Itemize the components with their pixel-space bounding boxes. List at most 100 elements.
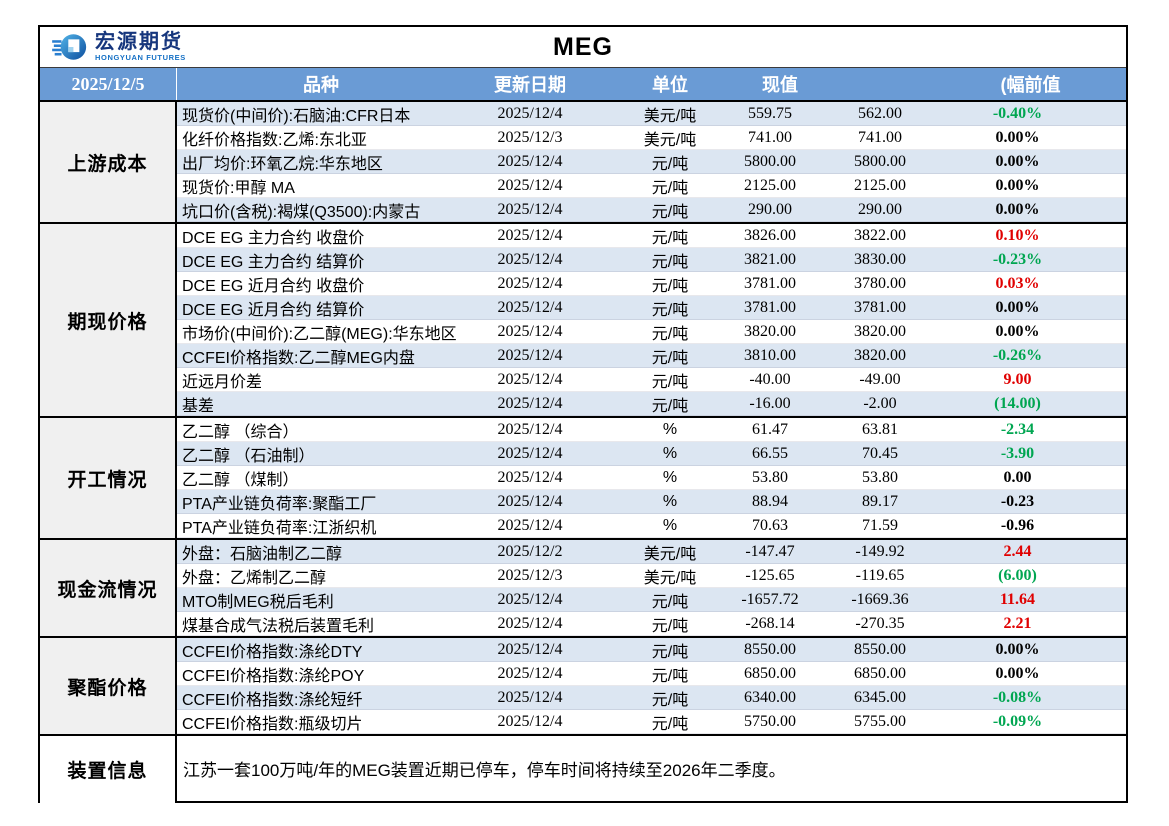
table-row: DCE EG 近月合约 收盘价 2025/12/4 元/吨 3781.00 37… [177, 272, 1126, 296]
variety-cell: 坑口价(含税):褐煤(Q3500):内蒙古 [182, 204, 421, 221]
update-date-cell: 2025/12/4 [497, 469, 563, 486]
current-value-cell: 3781.00 [744, 299, 796, 316]
previous-value-cell: 89.17 [862, 493, 898, 510]
variety-cell: 外盘：石脑油制乙二醇 [182, 546, 343, 563]
update-date-cell: 2025/12/4 [497, 347, 563, 364]
unit-cell: 美元/吨 [643, 132, 697, 149]
change-cell: 0.00% [995, 177, 1040, 194]
previous-value-cell: 6850.00 [854, 665, 906, 682]
previous-value-cell: -270.35 [855, 615, 905, 632]
current-value-cell: 66.55 [752, 445, 788, 462]
previous-value-cell: 70.45 [862, 445, 898, 462]
variety-cell: CCFEI价格指数:涤纶DTY [182, 644, 363, 661]
column-header-variety: 品种 [303, 75, 339, 95]
table-row: 现货价:甲醇 MA 2025/12/4 元/吨 2125.00 2125.00 … [177, 174, 1126, 198]
report-sheet: 宏源期货 HONGYUAN FUTURES MEG 2025/12/5 品种 更… [38, 25, 1128, 803]
current-value-cell: 53.80 [752, 469, 788, 486]
update-date-cell: 2025/12/4 [497, 517, 563, 534]
current-value-cell: -125.65 [745, 567, 795, 584]
section-rows: 乙二醇 （综合） 2025/12/4 % 61.47 63.81 -2.34 乙… [177, 418, 1126, 538]
table-row: CCFEI价格指数:涤纶POY 2025/12/4 元/吨 6850.00 68… [177, 662, 1126, 686]
table-row: 市场价(中间价):乙二醇(MEG):华东地区 2025/12/4 元/吨 382… [177, 320, 1126, 344]
previous-value-cell: 3822.00 [854, 227, 906, 244]
change-cell: 2.44 [1003, 543, 1032, 560]
brand-subtitle: HONGYUAN FUTURES [95, 53, 186, 63]
unit-cell: 元/吨 [651, 180, 689, 197]
variety-cell: CCFEI价格指数:乙二醇MEG内盘 [182, 350, 415, 367]
unit-cell: 元/吨 [651, 668, 689, 685]
change-cell: (14.00) [994, 395, 1041, 412]
table-row: 乙二醇 （石油制） 2025/12/4 % 66.55 70.45 -3.90 [177, 442, 1126, 466]
page-title: MEG [553, 32, 613, 61]
current-value-cell: 6850.00 [744, 665, 796, 682]
current-value-cell: 290.00 [748, 201, 792, 218]
section-rows: CCFEI价格指数:涤纶DTY 2025/12/4 元/吨 8550.00 85… [177, 638, 1126, 734]
table-section: 开工情况 乙二醇 （综合） 2025/12/4 % 61.47 63.81 -2… [40, 416, 1126, 538]
table-row: 基差 2025/12/4 元/吨 -16.00 -2.00 (14.00) [177, 392, 1126, 416]
change-cell: -0.08% [992, 689, 1043, 706]
change-cell: (6.00) [998, 567, 1037, 584]
report-date-cell: 2025/12/5 [40, 68, 177, 100]
previous-value-cell: 290.00 [858, 201, 902, 218]
column-header-update-date: 更新日期 [494, 75, 566, 95]
section-rows: 外盘：石脑油制乙二醇 2025/12/2 美元/吨 -147.47 -149.9… [177, 540, 1126, 636]
variety-cell: PTA产业链负荷率:聚酯工厂 [182, 496, 377, 513]
unit-cell: 美元/吨 [643, 570, 697, 587]
variety-cell: 市场价(中间价):乙二醇(MEG):华东地区 [182, 326, 457, 343]
previous-value-cell: 53.80 [862, 469, 898, 486]
brand-name: 宏源期货 [95, 31, 183, 54]
update-date-cell: 2025/12/4 [497, 591, 563, 608]
variety-cell: PTA产业链负荷率:江浙织机 [182, 520, 377, 537]
variety-cell: DCE EG 近月合约 收盘价 [182, 278, 365, 295]
unit-cell: 元/吨 [651, 350, 689, 367]
unit-cell: 元/吨 [651, 302, 689, 319]
change-cell: 0.00% [995, 323, 1040, 340]
update-date-cell: 2025/12/4 [497, 227, 563, 244]
update-date-cell: 2025/12/4 [497, 641, 563, 658]
table-row: 坑口价(含税):褐煤(Q3500):内蒙古 2025/12/4 元/吨 290.… [177, 198, 1126, 222]
table-row: 乙二醇 （煤制） 2025/12/4 % 53.80 53.80 0.00 [177, 466, 1126, 490]
previous-value-cell: 5800.00 [854, 153, 906, 170]
variety-cell: CCFEI价格指数:瓶级切片 [182, 716, 363, 733]
previous-value-cell: -149.92 [855, 543, 905, 560]
current-value-cell: 5750.00 [744, 713, 796, 730]
change-cell: -2.34 [1000, 421, 1035, 438]
section-label: 现金流情况 [40, 540, 177, 636]
change-cell: -0.40% [992, 105, 1043, 122]
update-date-cell: 2025/12/4 [497, 299, 563, 316]
section-label: 装置信息 [40, 736, 177, 803]
unit-cell: 美元/吨 [643, 546, 697, 563]
variety-cell: 乙二醇 （煤制） [182, 472, 299, 489]
update-date-cell: 2025/12/4 [497, 421, 563, 438]
update-date-cell: 2025/12/4 [497, 445, 563, 462]
column-header-current: 现值 [762, 75, 798, 95]
unit-cell: 元/吨 [651, 618, 689, 635]
section-label: 上游成本 [40, 102, 177, 222]
change-cell: 0.00% [995, 201, 1040, 218]
table-row: DCE EG 近月合约 结算价 2025/12/4 元/吨 3781.00 37… [177, 296, 1126, 320]
device-info-text: 江苏一套100万吨/年的MEG装置近期已停车，停车时间将持续至2026年二季度。 [177, 736, 1126, 803]
change-cell: 0.00% [995, 299, 1040, 316]
variety-cell: 现货价:甲醇 MA [182, 180, 295, 197]
hongyuan-logo-icon [52, 30, 88, 64]
previous-value-cell: 71.59 [862, 517, 898, 534]
previous-value-cell: -49.00 [859, 371, 901, 388]
current-value-cell: -1657.72 [741, 591, 799, 608]
unit-cell: % [662, 445, 678, 462]
table-section: 聚酯价格 CCFEI价格指数:涤纶DTY 2025/12/4 元/吨 8550.… [40, 636, 1126, 734]
unit-cell: % [662, 421, 678, 438]
update-date-cell: 2025/12/4 [497, 105, 563, 122]
section-rows: DCE EG 主力合约 收盘价 2025/12/4 元/吨 3826.00 38… [177, 224, 1126, 416]
previous-value-cell: -119.65 [855, 567, 905, 584]
title-row: 宏源期货 HONGYUAN FUTURES MEG [40, 27, 1126, 68]
change-cell: 9.00 [1003, 371, 1032, 388]
table-row: CCFEI价格指数:乙二醇MEG内盘 2025/12/4 元/吨 3810.00… [177, 344, 1126, 368]
update-date-cell: 2025/12/4 [497, 493, 563, 510]
previous-value-cell: 63.81 [862, 421, 898, 438]
table-row: 外盘：乙烯制乙二醇 2025/12/3 美元/吨 -125.65 -119.65… [177, 564, 1126, 588]
current-value-cell: 3826.00 [744, 227, 796, 244]
variety-cell: 煤基合成气法税后装置毛利 [182, 618, 375, 635]
current-value-cell: 8550.00 [744, 641, 796, 658]
previous-value-cell: 562.00 [858, 105, 902, 122]
table-row: 煤基合成气法税后装置毛利 2025/12/4 元/吨 -268.14 -270.… [177, 612, 1126, 636]
